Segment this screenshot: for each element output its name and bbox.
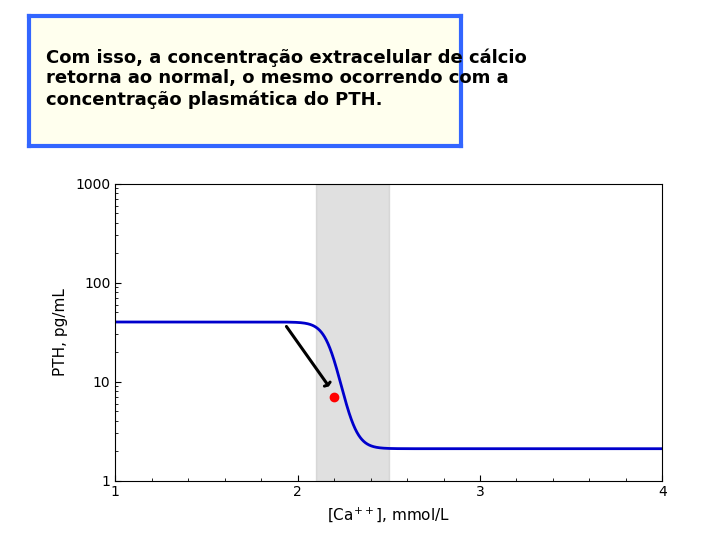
Y-axis label: PTH, pg/mL: PTH, pg/mL <box>53 288 68 376</box>
Bar <box>316 184 389 481</box>
Text: Com isso, a concentração extracelular de cálcio
retorna ao normal, o mesmo ocorr: Com isso, a concentração extracelular de… <box>46 48 527 109</box>
X-axis label: [Ca$^{++}$], mmol/L: [Ca$^{++}$], mmol/L <box>328 505 450 524</box>
